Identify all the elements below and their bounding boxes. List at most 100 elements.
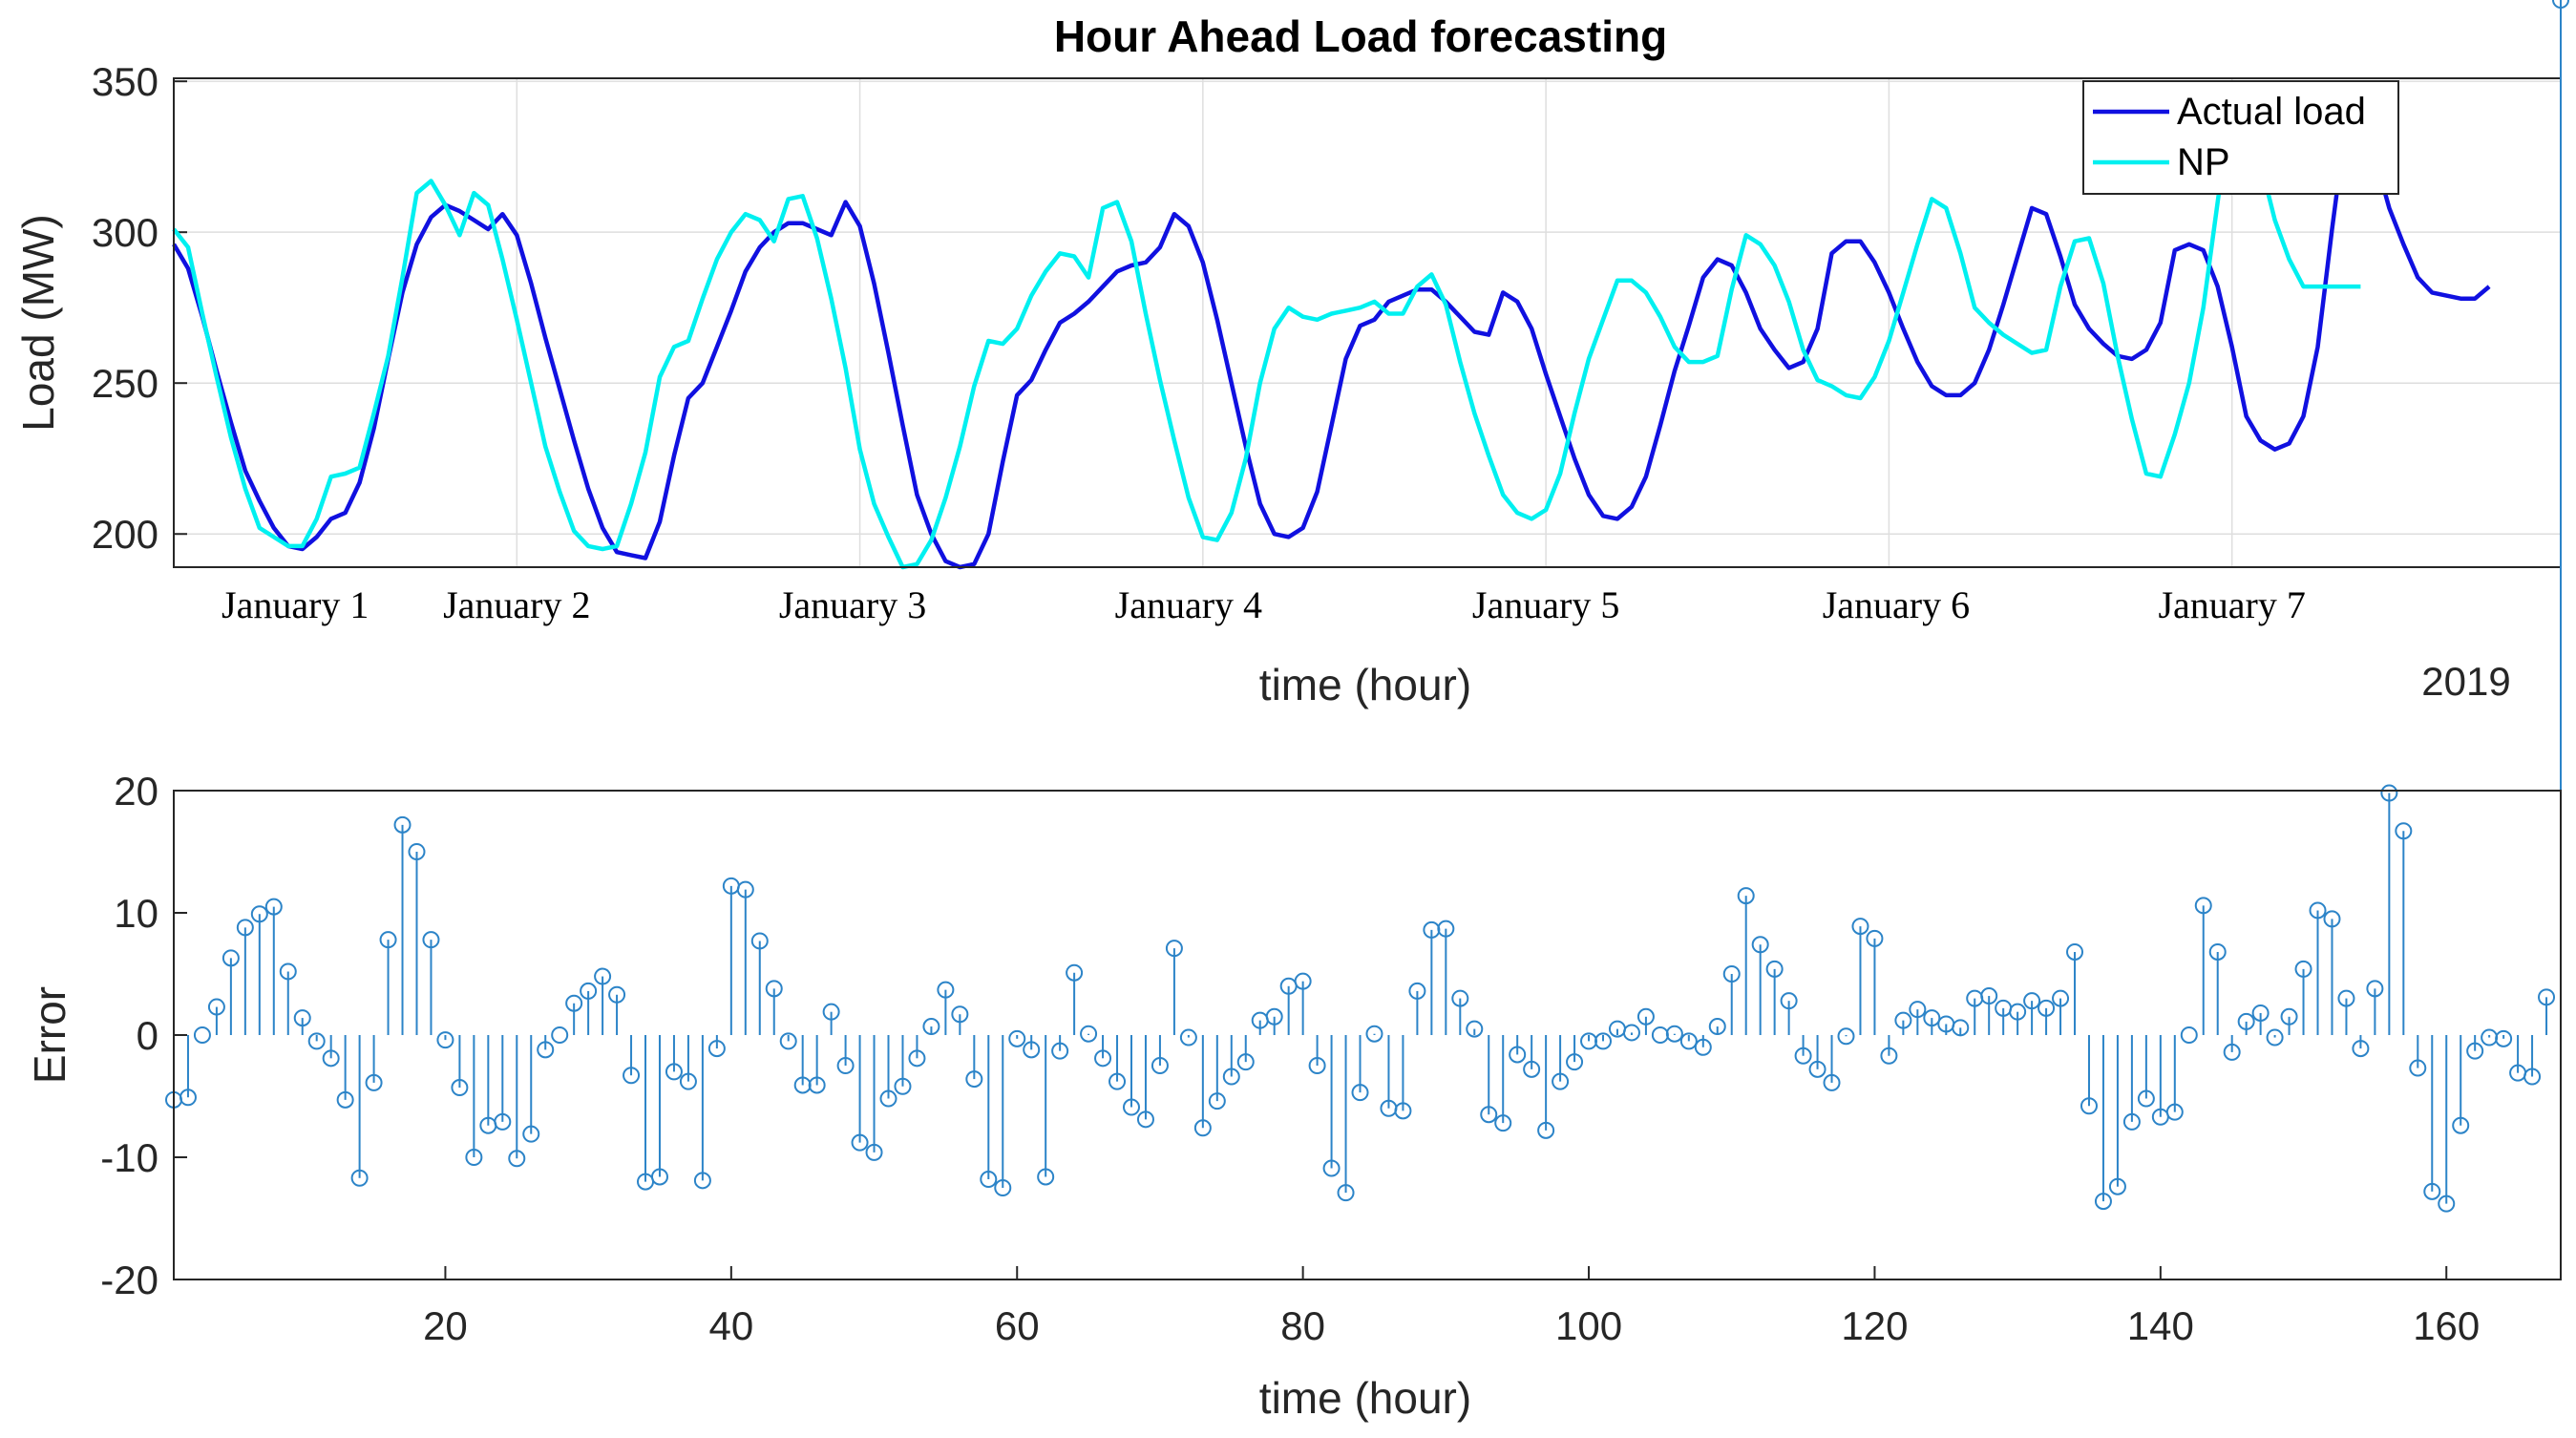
stem-marker [951,1005,969,1024]
stem-marker [1008,1029,1026,1047]
stem-marker [750,932,769,950]
y-tick-label: 200 [92,512,158,557]
stem-marker [1109,1072,1127,1090]
stem-marker [793,1076,812,1094]
stem-marker [336,1090,354,1109]
stem-marker [1394,1102,1412,1120]
stem-marker [965,1070,983,1089]
stem-marker [2309,901,2327,920]
stem-marker [1952,1019,1970,1037]
stem-marker [1494,1114,1512,1132]
stem-marker [551,1026,569,1044]
stem-marker [1451,989,1469,1007]
stem-marker [393,815,412,834]
stem-marker [2137,1089,2155,1108]
stem-marker [1480,1106,1498,1124]
x-tick-label-date: January 6 [1823,583,1970,626]
stem-marker [1308,1057,1326,1074]
stem-marker [1265,1007,1283,1026]
stem-marker [1365,1025,1383,1043]
stem-marker [1823,1073,1841,1091]
stem-marker [307,1032,326,1050]
stem-marker [779,1032,797,1050]
x-tick-label-date: January 5 [1472,583,1619,626]
stem-marker [2080,1097,2098,1115]
stem-marker [1222,1068,1240,1086]
stem-marker [1236,1053,1255,1071]
load-y-ticks: 200 250 300 350 [92,59,187,557]
x-tick-label: 20 [423,1303,468,1348]
stem-marker [1894,1011,1912,1029]
stem-marker [2066,942,2084,961]
stem-marker [1337,1184,1355,1202]
stem-marker [1880,1047,1898,1065]
stem-marker [1051,1042,1069,1060]
stem-marker [1594,1032,1613,1050]
stem-marker [1165,940,1183,958]
stem-marker [207,998,225,1016]
error-x-axis-label: time (hour) [1259,1373,1471,1423]
stem-marker [623,1067,641,1085]
stem-marker [808,1076,826,1094]
stem-marker [1208,1092,1226,1110]
stem-marker [2023,992,2041,1010]
stem-marker [937,981,955,999]
stem-marker [2266,1028,2284,1047]
stem-marker [879,1089,897,1108]
stem-marker [1808,1060,1826,1078]
stem-marker [2452,1116,2470,1134]
stem-marker [2337,989,2355,1007]
stem-marker [1322,1159,1341,1177]
stem-marker [436,1031,454,1049]
stem-marker [1179,1028,1197,1047]
stem-marker [2294,960,2312,978]
x-tick-label: 100 [1555,1303,1622,1348]
stem-marker [1722,965,1741,983]
stem-marker [2208,942,2227,961]
stem-marker [1837,1027,1855,1046]
stem-marker [2409,1059,2427,1077]
stem-marker [1509,1046,1527,1064]
chart-title: Hour Ahead Load forecasting [1054,11,1667,61]
stem-marker [379,931,397,949]
stem-marker [1780,992,1798,1010]
stem-marker [2495,1029,2513,1047]
stem-marker [1437,920,1455,938]
legend: Actual load NP [2082,80,2399,195]
series-line-actual-load [172,109,2491,570]
stem-marker [1622,1024,1640,1042]
stem-marker [179,1089,197,1107]
stem-marker [1566,1053,1584,1071]
stem-marker [1580,1032,1598,1050]
stem-marker [1552,1072,1570,1090]
stem-marker [451,1079,469,1097]
stem-marker [2223,1043,2241,1061]
x-tick-label-date: January 7 [2158,583,2305,626]
stem-marker [2094,1193,2112,1211]
stem-marker [1294,972,1312,990]
stem-marker [1851,918,1869,936]
stem-marker [1136,1110,1154,1129]
stem-marker [2165,1103,2184,1121]
stem-marker [1037,1168,1055,1186]
stem-marker [1080,1025,1098,1043]
stem-marker [322,1049,340,1068]
y-tick-label: -20 [100,1258,158,1302]
x-tick-label-date: January 1 [222,583,369,626]
stem-marker [1023,1041,1041,1059]
stem-marker [980,1171,998,1189]
stem-marker [264,898,283,916]
stem-marker [2052,989,2070,1007]
stem-marker [665,1063,683,1081]
stem-marker [707,1040,726,1058]
stem-marker [565,994,583,1012]
stem-marker [865,1143,883,1161]
stem-marker [922,1018,940,1036]
stem-marker [2108,1177,2126,1195]
stem-marker [465,1149,483,1166]
stem-marker [650,1168,668,1186]
stem-marker [2251,1004,2270,1022]
load-series-group [172,96,2491,570]
load-x-ticks: January 1 January 2 January 3 January 4 Janu… [222,583,2306,626]
